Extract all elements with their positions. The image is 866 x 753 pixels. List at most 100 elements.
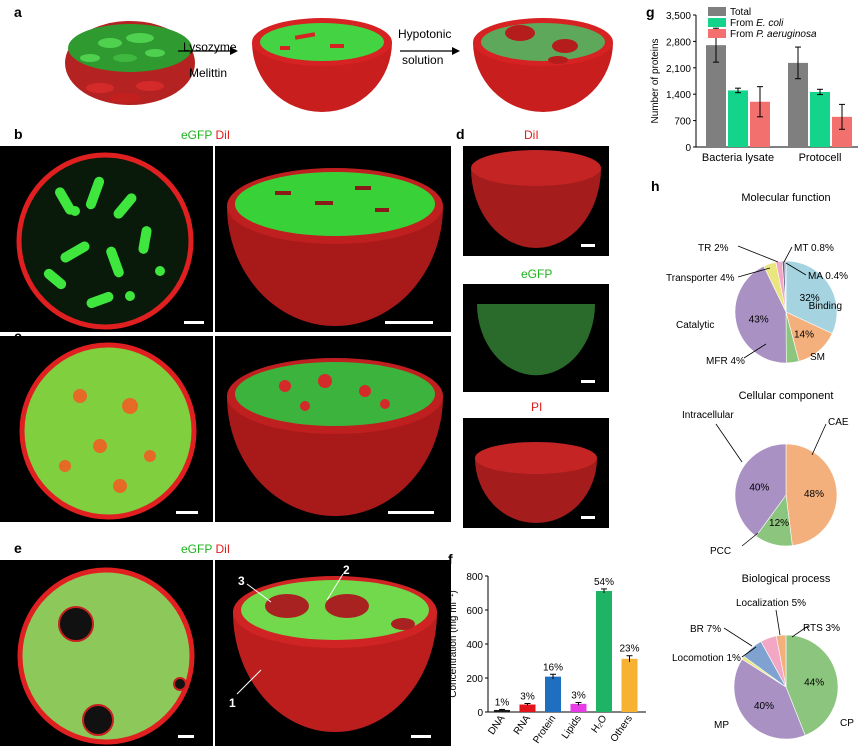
legend-swatch bbox=[708, 18, 726, 27]
y-tick-label: 700 bbox=[674, 117, 691, 128]
micrograph-c-right bbox=[215, 336, 451, 522]
scale-bar bbox=[385, 321, 433, 324]
panel-d-pi-label: PI bbox=[531, 400, 543, 414]
x-tick-label: DNA bbox=[486, 713, 507, 737]
y-tick-label: 1,400 bbox=[666, 90, 691, 101]
micrograph-b-left bbox=[0, 146, 213, 332]
callout-catalytic: Catalytic bbox=[676, 320, 714, 331]
arrow-1-label-top: Lysozyme bbox=[183, 40, 237, 54]
pie-slice-label: 48% bbox=[804, 489, 824, 500]
pie-slice-label: 44% bbox=[804, 678, 824, 689]
bar-total bbox=[788, 62, 808, 148]
legend-label: Total bbox=[730, 7, 751, 18]
data-label: 3% bbox=[520, 692, 535, 703]
data-label: 54% bbox=[594, 577, 614, 588]
y-tick-label: 2,100 bbox=[666, 64, 691, 75]
bar-h₂o bbox=[596, 590, 612, 712]
panel-label-d: d bbox=[456, 126, 465, 142]
panel-label-g: g bbox=[646, 4, 655, 20]
callout-mp: MP bbox=[714, 720, 729, 731]
arrow-1-label-bottom: Melittin bbox=[189, 66, 228, 80]
scale-bar bbox=[411, 735, 431, 738]
bar-rna bbox=[519, 704, 536, 712]
callout-transporter: Transporter 4% bbox=[666, 273, 735, 284]
callout-ma: MA 0.4% bbox=[808, 271, 848, 282]
panel-d-egfp-label: eGFP bbox=[521, 267, 553, 281]
micrograph-e-left bbox=[0, 560, 213, 746]
pie-title: Biological process bbox=[742, 573, 831, 585]
y-tick-label: 2,800 bbox=[666, 37, 691, 48]
data-label: 1% bbox=[495, 697, 510, 708]
y-tick-label: 3,500 bbox=[666, 11, 691, 22]
y-tick-label: 400 bbox=[466, 640, 483, 651]
pie-slice-label: 32% bbox=[800, 293, 820, 304]
callout-binding: Binding bbox=[809, 301, 842, 312]
panel-label-e: e bbox=[14, 540, 22, 556]
callout-tr: TR 2% bbox=[698, 243, 729, 254]
vacuolated-protocell-render bbox=[473, 18, 613, 112]
pie-slice-binding bbox=[785, 260, 838, 334]
pie-slice-label: 40% bbox=[749, 482, 769, 493]
pie-slice-label: 12% bbox=[769, 518, 789, 529]
callout-locomotion: Locomotion 1% bbox=[672, 653, 741, 664]
panel-e-pointer-lines bbox=[236, 573, 344, 695]
bar-from-p-aeruginosa bbox=[832, 116, 852, 147]
x-tick-label: Protein bbox=[531, 713, 558, 745]
x-tick-label: Protocell bbox=[799, 152, 842, 164]
micrograph-c-left bbox=[0, 336, 213, 522]
x-tick-label: Others bbox=[609, 713, 635, 744]
dil-channel-label: DiI bbox=[215, 542, 231, 556]
micrograph-d-egfp bbox=[463, 284, 609, 392]
callout-line bbox=[715, 423, 743, 463]
vacuole-label-3: 3 bbox=[238, 574, 245, 588]
pie-slice-cp bbox=[785, 634, 839, 736]
dil-channel-label: DiI bbox=[215, 128, 231, 142]
callout-line bbox=[741, 646, 757, 658]
panel-e-title: eGFP DiI bbox=[181, 542, 230, 556]
callout-intracellular: Intracellular bbox=[682, 410, 734, 421]
chart-f-composition: 0 200 400 600 800 Concentration (mg ml⁻¹) 1% DN… bbox=[448, 572, 646, 746]
panel-label-h: h bbox=[651, 178, 660, 194]
vacuole-label-2: 2 bbox=[343, 563, 350, 577]
y-tick-label: 600 bbox=[466, 606, 483, 617]
membrane-label-1: 1 bbox=[229, 696, 236, 710]
panel-label-f: f bbox=[448, 551, 453, 567]
legend-label: From E. coli bbox=[730, 18, 784, 29]
bar-protein bbox=[545, 676, 561, 712]
scale-bar bbox=[178, 735, 194, 738]
data-label: 23% bbox=[619, 644, 639, 655]
scale-bar bbox=[581, 516, 595, 519]
y-tick-label: 0 bbox=[685, 143, 691, 154]
callout-line bbox=[775, 609, 781, 636]
callout-line bbox=[741, 532, 759, 547]
bar-from-e-coli bbox=[728, 90, 748, 147]
y-tick-label: 0 bbox=[477, 708, 483, 719]
y-tick-label: 200 bbox=[466, 674, 483, 685]
data-label: 3% bbox=[571, 690, 586, 701]
bar-lipids bbox=[570, 703, 587, 712]
panel-label-b: b bbox=[14, 126, 23, 142]
callout-line bbox=[743, 343, 767, 359]
callout-rts: RTS 3% bbox=[803, 623, 840, 634]
bar-others bbox=[621, 658, 638, 712]
x-tick-label: Lipids bbox=[560, 713, 584, 741]
protocell-hemisphere-render bbox=[252, 18, 392, 112]
pie-slice-label: 43% bbox=[749, 314, 769, 325]
x-tick-label: H₂O bbox=[590, 713, 610, 735]
bar-total bbox=[706, 45, 726, 147]
pie-slice-rts bbox=[775, 634, 787, 688]
bar-from-e-coli bbox=[810, 91, 830, 147]
callout-line bbox=[811, 423, 827, 456]
scale-bar bbox=[184, 321, 204, 324]
bar-from-p-aeruginosa bbox=[750, 101, 770, 147]
legend-swatch bbox=[708, 7, 726, 16]
x-tick-label: Bacteria lysate bbox=[702, 152, 774, 164]
x-tick-label: RNA bbox=[512, 713, 533, 737]
egfp-channel-label: eGFP bbox=[181, 128, 213, 142]
legend-swatch bbox=[708, 29, 726, 38]
panel-b-title: eGFP DiI bbox=[181, 128, 230, 142]
callout-line bbox=[785, 262, 807, 276]
callout-pcc: PCC bbox=[710, 546, 731, 557]
callout-line bbox=[791, 625, 809, 638]
micrograph-d-pi bbox=[463, 418, 609, 528]
